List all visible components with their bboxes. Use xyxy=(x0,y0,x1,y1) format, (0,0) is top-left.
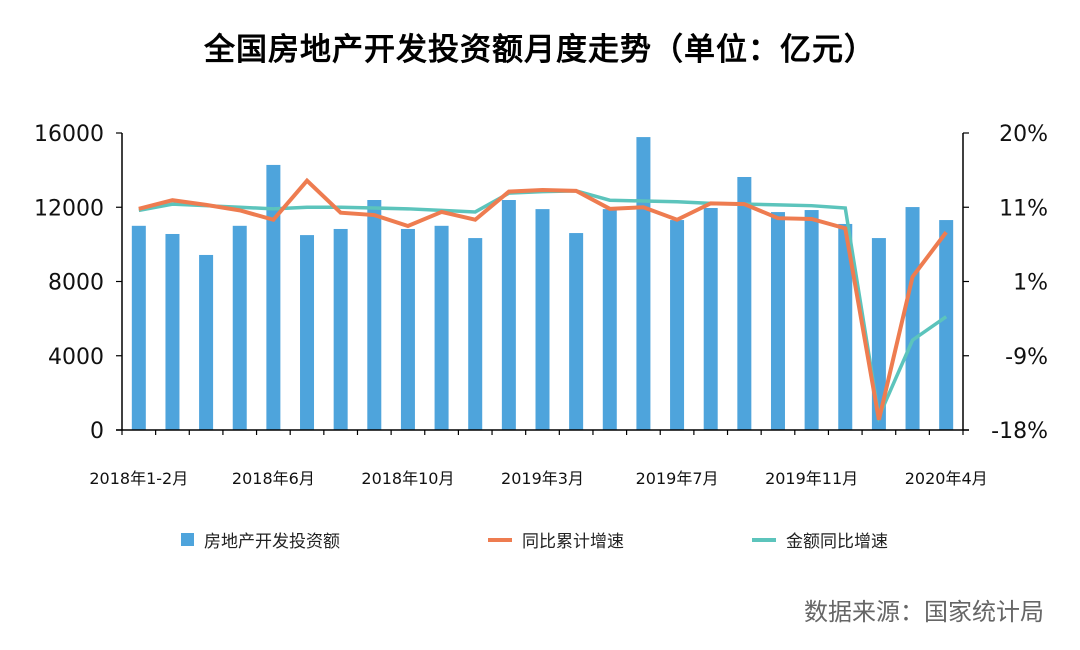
legend-label: 同比累计增速 xyxy=(522,532,624,552)
legend-item-investment: 房地产开发投资额 xyxy=(181,527,340,552)
bar xyxy=(871,238,886,430)
bar xyxy=(838,223,853,430)
legend-item-cumulative-growth: 同比累计增速 xyxy=(488,527,624,552)
bar xyxy=(165,233,180,430)
bar xyxy=(670,220,685,430)
x-tick-label: 2019年11月 xyxy=(765,469,858,488)
y-right-tick-label: 1% xyxy=(1013,271,1048,296)
bar xyxy=(905,207,920,430)
x-tick-label: 2018年6月 xyxy=(232,469,315,488)
bar xyxy=(333,228,348,430)
bar xyxy=(737,176,752,430)
bar xyxy=(434,225,449,430)
bar xyxy=(703,207,718,430)
bar xyxy=(939,220,954,430)
legend-swatch-line xyxy=(752,537,776,542)
bar xyxy=(199,254,214,430)
bar xyxy=(636,137,651,431)
x-tick-label: 2018年1-2月 xyxy=(89,469,188,488)
legend-item-amount-growth: 金额同比增速 xyxy=(752,527,888,552)
bar xyxy=(468,238,483,430)
y-left-tick-label: 4000 xyxy=(48,345,104,370)
y-left-tick-label: 0 xyxy=(90,419,104,444)
x-tick-label: 2018年10月 xyxy=(361,469,454,488)
x-tick-label: 2019年7月 xyxy=(636,469,719,488)
y-right-tick-label: 20% xyxy=(999,122,1048,147)
bar xyxy=(770,212,785,430)
legend-label: 房地产开发投资额 xyxy=(204,532,340,552)
bar xyxy=(569,233,584,430)
y-left-tick-label: 16000 xyxy=(34,122,104,147)
x-tick-label: 2019年3月 xyxy=(501,469,584,488)
legend-label: 金额同比增速 xyxy=(786,532,888,552)
bar xyxy=(602,209,617,430)
bar xyxy=(266,164,281,431)
y-right-tick-label: 11% xyxy=(999,196,1048,221)
bar xyxy=(535,209,550,430)
y-right-tick-label: -18% xyxy=(991,419,1048,444)
bar xyxy=(400,228,415,430)
bar xyxy=(367,200,382,430)
x-tick-label: 2020年4月 xyxy=(905,469,988,488)
legend-swatch-line xyxy=(488,537,512,542)
chart-title: 全国房地产开发投资额月度走势（单位：亿元） xyxy=(204,32,876,68)
y-left-tick-label: 12000 xyxy=(34,196,104,221)
y-right-tick-label: -9% xyxy=(1005,345,1048,370)
bar xyxy=(131,225,146,430)
legend-swatch-bar xyxy=(181,533,194,546)
y-left-tick-label: 8000 xyxy=(48,271,104,296)
bar xyxy=(300,235,315,430)
source-note: 数据来源：国家统计局 xyxy=(804,598,1044,626)
bar xyxy=(804,210,819,430)
bar xyxy=(232,225,247,430)
bar xyxy=(501,200,516,430)
